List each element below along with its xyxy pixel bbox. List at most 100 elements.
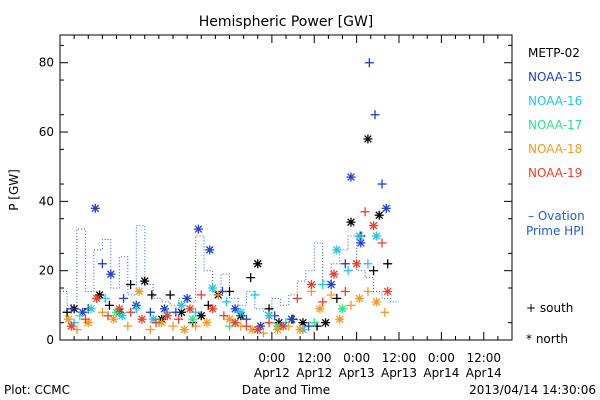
data-point <box>332 245 342 255</box>
data-point <box>241 321 251 331</box>
data-point <box>340 286 350 296</box>
data-point <box>106 269 116 279</box>
data-point <box>75 311 85 321</box>
data-point <box>185 304 195 314</box>
y-tick-label: 60 <box>39 125 54 139</box>
data-point <box>253 325 263 335</box>
data-point <box>346 217 356 227</box>
plot-area <box>59 34 513 341</box>
legend-satellite: NOAA-15 <box>528 70 582 84</box>
data-point <box>66 321 76 331</box>
x-tick-date: Apr13 <box>381 366 417 380</box>
legend-ovation-line2: Prime HPI <box>526 224 584 238</box>
y-tick-label: 20 <box>39 264 54 278</box>
data-point <box>114 304 124 314</box>
data-point <box>103 311 113 321</box>
data-point <box>147 290 157 300</box>
data-point <box>338 304 347 314</box>
data-point <box>363 286 373 296</box>
data-point <box>100 293 110 303</box>
x-tick-time: 12:00 <box>382 351 417 365</box>
data-point <box>230 318 240 328</box>
x-tick-time: 0:00 <box>258 351 285 365</box>
data-point <box>326 290 336 300</box>
data-point <box>295 325 305 335</box>
data-point <box>332 293 342 303</box>
data-point <box>377 238 387 248</box>
x-tick-time: 0:00 <box>343 351 370 365</box>
data-point <box>222 297 232 307</box>
data-point <box>335 314 345 324</box>
y-tick-label: 80 <box>39 56 54 70</box>
legend-satellite: NOAA-19 <box>528 166 582 180</box>
data-point <box>208 304 218 314</box>
data-point <box>126 280 136 290</box>
data-point <box>196 311 206 321</box>
data-point <box>208 283 218 293</box>
data-point <box>182 293 192 303</box>
data-point <box>90 203 100 213</box>
data-point <box>326 280 336 290</box>
data-point <box>340 259 350 269</box>
data-point <box>97 307 107 317</box>
data-point <box>318 280 328 290</box>
data-point <box>374 210 384 220</box>
data-point <box>236 307 246 317</box>
data-point <box>137 314 147 324</box>
x-tick-date: Apr12 <box>254 366 290 380</box>
data-point <box>219 311 229 321</box>
data-point <box>363 259 373 269</box>
footer-timestamp: 2013/04/14 14:30:06 <box>469 383 596 397</box>
y-tick-label: 40 <box>39 194 54 208</box>
data-point <box>364 58 374 68</box>
x-tick-date: Apr14 <box>423 366 459 380</box>
y-axis: 0 20 40 60 80 <box>39 44 512 347</box>
x-axis: 0:00Apr1212:00Apr120:00Apr1312:00Apr130:… <box>73 35 502 380</box>
data-point <box>346 300 356 310</box>
data-point <box>287 314 297 324</box>
data-point <box>117 311 127 321</box>
data-point <box>104 300 114 310</box>
x-tick-date: Apr14 <box>466 366 502 380</box>
data-point <box>380 307 390 317</box>
legend-satellite: NOAA-18 <box>528 142 582 156</box>
data-point <box>134 286 144 296</box>
data-point <box>329 269 339 279</box>
data-point <box>66 304 76 314</box>
data-point <box>354 231 364 241</box>
footer-plot-credit: Plot: CCMC <box>4 383 70 397</box>
chart-title: Hemispheric Power [GW] <box>199 14 374 30</box>
x-tick-time: 12:00 <box>297 351 332 365</box>
data-points <box>62 58 393 338</box>
legend-south: + south <box>526 301 573 315</box>
data-point <box>193 224 203 234</box>
data-point <box>145 307 155 317</box>
data-point <box>352 259 362 269</box>
data-point <box>63 314 73 324</box>
data-point <box>179 325 189 335</box>
data-point <box>377 179 387 189</box>
data-point <box>188 314 198 324</box>
data-point <box>131 304 141 314</box>
data-point <box>145 325 155 335</box>
data-point <box>92 293 102 303</box>
data-point <box>381 203 391 213</box>
legend-ovation-line1: – Ovation <box>528 209 585 223</box>
data-point <box>321 318 331 328</box>
data-point <box>123 321 133 331</box>
data-point <box>306 280 316 290</box>
data-point <box>205 245 215 255</box>
legend-satellite: NOAA-17 <box>528 118 582 132</box>
data-point <box>371 297 381 307</box>
data-point <box>354 293 364 303</box>
data-point <box>346 172 356 182</box>
data-point <box>196 290 206 300</box>
data-point <box>253 259 263 269</box>
data-point <box>213 290 223 300</box>
data-point <box>360 207 370 217</box>
x-tick-date: Apr13 <box>339 366 375 380</box>
data-point <box>318 297 328 307</box>
data-point <box>162 311 172 321</box>
data-point <box>191 321 201 331</box>
data-point <box>371 231 381 241</box>
